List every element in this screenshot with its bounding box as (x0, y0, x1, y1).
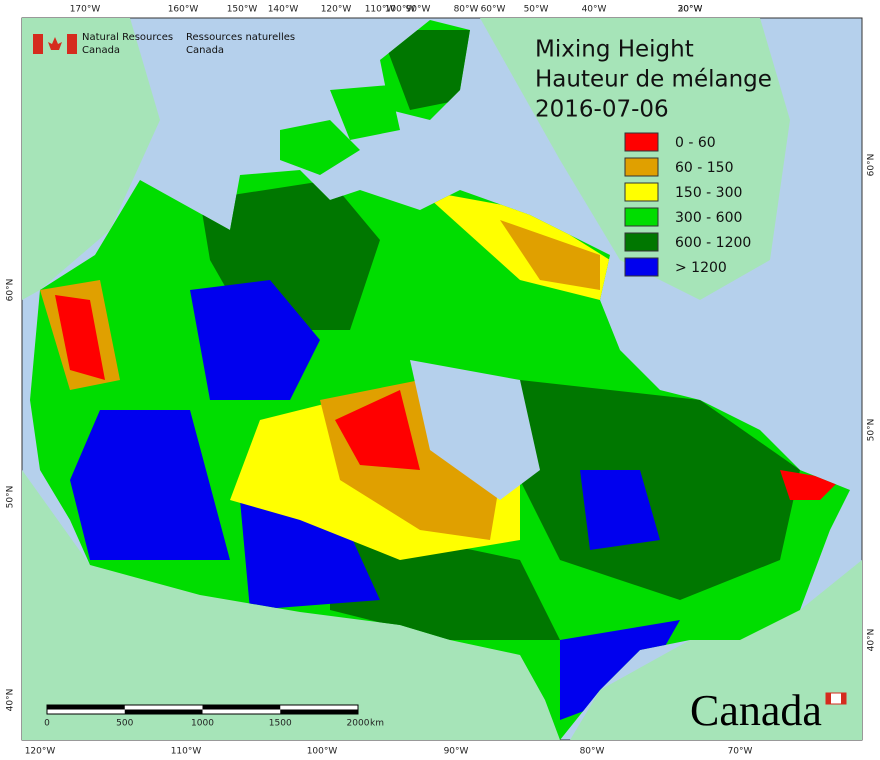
scale-bar-label: 2000 (347, 719, 370, 729)
legend-label: 0 - 60 (675, 135, 716, 151)
legend-label: 60 - 150 (675, 160, 734, 176)
latitude-label: 40°N (6, 689, 16, 712)
latitude-label: 50°N (867, 419, 877, 442)
longitude-label: 100°W (385, 5, 416, 15)
field-over-1200 (580, 470, 660, 550)
field-over-1200 (560, 620, 680, 720)
scale-bar-unit: km (370, 719, 384, 729)
longitude-label: 120°W (25, 747, 56, 757)
legend-swatch (624, 157, 659, 177)
longitude-label: 30°W (678, 5, 703, 15)
header-text: Canada (186, 45, 224, 56)
legend-swatch (624, 132, 659, 152)
flag-leaf (48, 37, 62, 50)
scale-bar-label: 0 (44, 719, 50, 729)
latitude-label: 50°N (6, 486, 16, 509)
legend-swatch (624, 207, 659, 227)
legend-swatch (624, 232, 659, 252)
title: Mixing Height (535, 37, 694, 63)
title: Hauteur de mélange (535, 67, 772, 93)
field-0-60 (335, 390, 420, 470)
header-text: Natural Resources (82, 32, 173, 43)
hudson-bay (410, 360, 540, 500)
legend-label: > 1200 (675, 260, 727, 276)
longitude-label: 90°W (444, 747, 469, 757)
field-over-1200 (240, 490, 380, 610)
longitude-label: 70°W (728, 747, 753, 757)
wordmark: Canada (690, 686, 822, 735)
legend-label: 600 - 1200 (675, 235, 751, 251)
wordmark-flag (826, 693, 831, 704)
longitude-label: 110°W (171, 747, 202, 757)
field-60-150 (500, 220, 600, 290)
latitude-label: 40°N (867, 629, 877, 652)
scale-bar-segment (202, 705, 281, 710)
field-600-1200 (380, 30, 470, 110)
alaska (22, 18, 160, 300)
longitude-label: 150°W (227, 5, 258, 15)
longitude-label: 160°W (168, 5, 199, 15)
longitude-label: 100°W (307, 747, 338, 757)
title: 2016-07-06 (535, 97, 669, 123)
longitude-label: 170°W (70, 5, 101, 15)
longitude-label: 120°W (321, 5, 352, 15)
flag-bar (67, 34, 77, 54)
united-states (22, 470, 862, 740)
scale-bar-label: 1500 (269, 719, 292, 729)
longitude-label: 80°W (454, 5, 479, 15)
labels: Natural Resources Canada Ressources natu… (33, 32, 847, 735)
legend-swatch (624, 257, 659, 277)
legend-swatch (624, 182, 659, 202)
longitude-label: 140°W (268, 5, 299, 15)
field-over-1200 (70, 410, 230, 560)
legend-label: 300 - 600 (675, 210, 742, 226)
longitude-label: 110°W (365, 5, 396, 15)
longitude-label: 50°W (524, 5, 549, 15)
latitude-label: 60°N (867, 154, 877, 177)
scale-bar-label: 1000 (191, 719, 214, 729)
header-text: Canada (82, 45, 120, 56)
longitude-label: 80°W (580, 747, 605, 757)
longitude-label: 20°W (678, 5, 703, 15)
scale-bar-segment (124, 709, 203, 714)
longitude-label: 40°W (582, 5, 607, 15)
field-over-1200 (190, 280, 320, 400)
scale-bar-segment (280, 709, 358, 714)
wordmark-flag (841, 693, 846, 704)
scale-bar-label: 500 (116, 719, 133, 729)
longitude-label: 60°W (481, 5, 506, 15)
longitude-label: 90°W (406, 5, 431, 15)
latitude-label: 60°N (6, 279, 16, 302)
legend-label: 150 - 300 (675, 185, 742, 201)
flag-bar (33, 34, 43, 54)
header-text: Ressources naturelles (186, 32, 295, 43)
scale-bar-segment (47, 705, 125, 710)
field-0-60 (55, 295, 105, 380)
